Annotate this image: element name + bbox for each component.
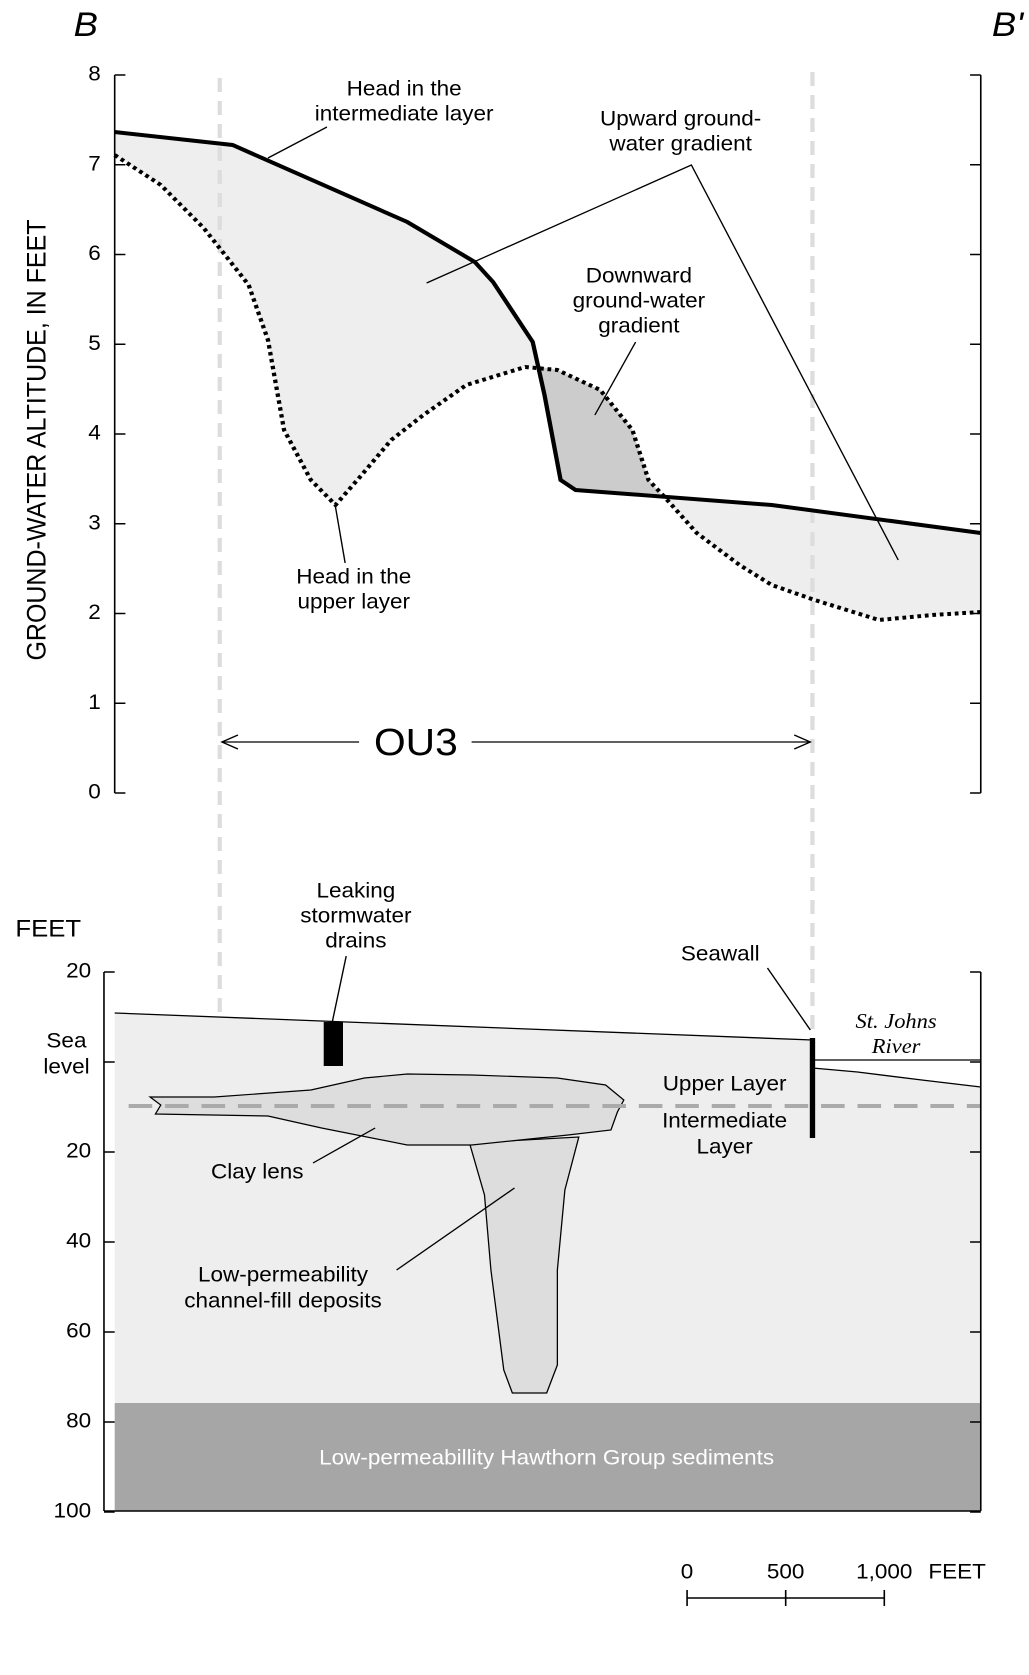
annotation: Clay lens xyxy=(211,1159,304,1183)
y-tick-label: 7 xyxy=(88,151,101,175)
y-tick-label: 6 xyxy=(88,241,101,265)
leader xyxy=(595,342,636,415)
downward-gradient-area xyxy=(536,366,660,494)
leader xyxy=(767,968,810,1030)
annotation: stormwater xyxy=(300,903,411,927)
y-tick-label: 5 xyxy=(88,331,101,355)
annotation: Leaking xyxy=(316,878,395,902)
annotation: Head in the xyxy=(347,76,462,100)
sea-level-label: Sea xyxy=(46,1028,87,1052)
y-tick-label: 20 xyxy=(66,958,91,982)
figure: B B' 0 1 2 3 4 5 6 7 8 GROUND-WATER ALTITUDE, IN… xyxy=(0,0,1029,1675)
y-tick-label: 2 xyxy=(88,600,101,624)
y-axis-label: GROUND-WATER ALTITUDE, IN FEET xyxy=(23,219,52,660)
y-tick-label: 8 xyxy=(88,61,101,85)
y-tick-label: 0 xyxy=(88,779,101,803)
annotation: Seawall xyxy=(681,941,760,965)
annotation: drains xyxy=(325,928,386,952)
leader xyxy=(335,507,345,563)
annotation: River xyxy=(871,1034,921,1057)
annotation: Low-permeabillity Hawthorn Group sedimen… xyxy=(319,1445,774,1469)
annotation: intermediate layer xyxy=(315,101,494,125)
annotation: Downward xyxy=(586,263,692,287)
scale-bar: 0 500 1,000 xyxy=(681,1559,913,1606)
y-tick-label: 100 xyxy=(54,1498,92,1522)
annotation: Low-permeability xyxy=(198,1262,368,1286)
y-tick-label: 4 xyxy=(88,420,101,444)
y-tick-label: 60 xyxy=(66,1318,91,1342)
stormwater-drain xyxy=(324,1022,343,1066)
sea-level-label: level xyxy=(43,1054,89,1078)
page: B B' 0 1 2 3 4 5 6 7 8 GROUND-WATER ALTITUDE, IN… xyxy=(0,0,1029,1675)
annotation: Upper Layer xyxy=(663,1071,787,1095)
scale-label: 1,000 xyxy=(856,1559,912,1583)
zone-label: OU3 xyxy=(374,721,458,763)
scale-unit: FEET xyxy=(928,1559,985,1583)
leader xyxy=(332,956,346,1022)
annotation: Intermediate xyxy=(662,1108,787,1132)
scale-label: 500 xyxy=(767,1559,805,1583)
scale-label: 0 xyxy=(681,1559,694,1583)
annotation: upper layer xyxy=(297,589,410,613)
annotation: St. Johns xyxy=(855,1009,936,1032)
annotation: Upward ground- xyxy=(600,106,761,130)
annotation: gradient xyxy=(598,313,679,337)
annotation: water gradient xyxy=(608,131,752,155)
y-tick-label: 3 xyxy=(88,510,101,534)
section-end: B' xyxy=(992,6,1025,44)
y-tick-label: 80 xyxy=(66,1408,91,1432)
axis-unit: FEET xyxy=(15,915,81,942)
annotation: Layer xyxy=(696,1134,752,1158)
y-tick-label: 20 xyxy=(66,1138,91,1162)
annotation: Head in the xyxy=(296,564,411,588)
annotation: channel-fill deposits xyxy=(184,1288,382,1312)
y-tick-label: 40 xyxy=(66,1228,91,1252)
section-start: B xyxy=(74,6,98,44)
leader xyxy=(268,127,327,158)
y-tick-label: 1 xyxy=(88,690,101,714)
annotation: ground-water xyxy=(573,288,706,312)
